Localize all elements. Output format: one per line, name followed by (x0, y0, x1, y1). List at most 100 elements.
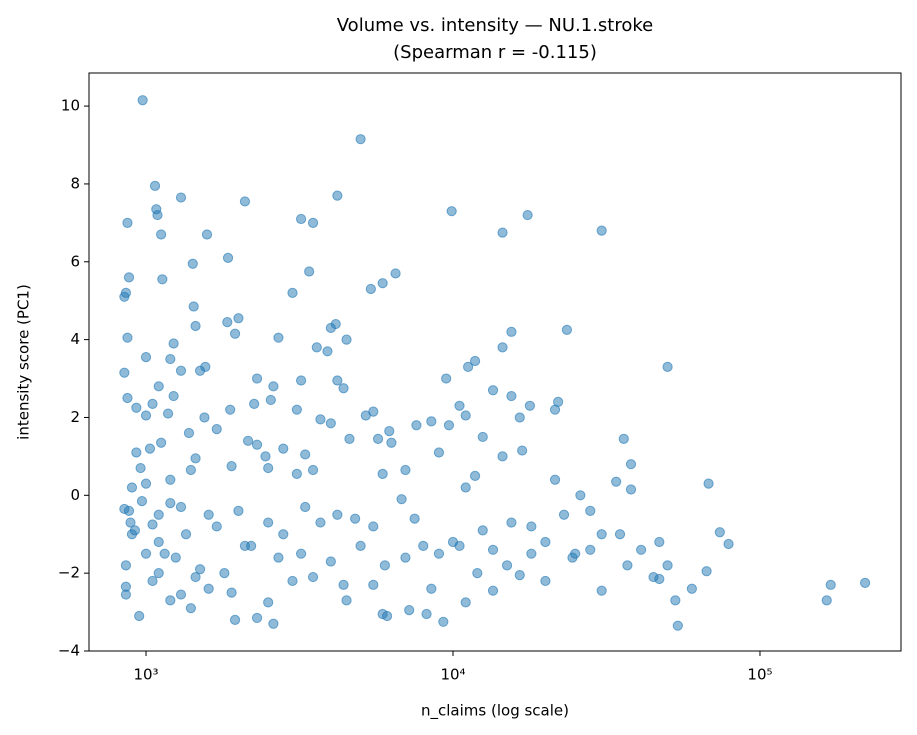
point (265, 394, 276, 406)
point (300, 449, 311, 460)
point (153, 536, 164, 548)
point (433, 447, 445, 458)
point (291, 468, 302, 480)
point (263, 517, 274, 528)
point (622, 560, 633, 571)
point (396, 494, 407, 505)
point (295, 375, 307, 386)
point (506, 390, 517, 402)
point (365, 283, 376, 295)
y-tick-label: 6 (70, 252, 80, 270)
point (122, 217, 133, 228)
point (156, 437, 167, 448)
point (187, 258, 198, 269)
point (514, 570, 525, 581)
point (418, 540, 429, 552)
point (517, 445, 528, 456)
y-tick-label: 10 (61, 97, 80, 115)
point (460, 410, 471, 421)
point (180, 529, 192, 540)
point (332, 375, 343, 386)
point (662, 560, 673, 571)
point (190, 571, 201, 583)
point (147, 575, 158, 587)
point (469, 355, 481, 367)
point (636, 544, 647, 555)
point (426, 416, 437, 427)
point (125, 517, 136, 528)
point (226, 587, 237, 598)
point (368, 406, 379, 417)
point (497, 342, 508, 353)
point (263, 597, 274, 608)
point (156, 229, 167, 240)
point (501, 560, 513, 571)
point (200, 361, 211, 372)
point (325, 418, 336, 429)
point (315, 414, 326, 425)
point (426, 583, 437, 594)
point (400, 552, 411, 563)
point (136, 496, 148, 507)
point (330, 318, 341, 330)
point (287, 287, 298, 299)
point (654, 536, 665, 548)
point (825, 579, 836, 590)
point (409, 513, 420, 524)
point (332, 509, 343, 520)
point (295, 213, 307, 225)
point (338, 579, 349, 590)
point (506, 326, 517, 337)
point (225, 404, 236, 415)
point (226, 461, 237, 472)
chart-subtitle: (Spearman r = -0.115) (393, 42, 597, 63)
point (273, 332, 284, 343)
point (249, 398, 260, 409)
point (611, 476, 622, 487)
point (421, 608, 432, 620)
point (219, 568, 230, 579)
point (268, 618, 279, 629)
point (194, 564, 206, 575)
point (596, 225, 607, 236)
point (355, 540, 366, 552)
point (135, 462, 146, 474)
point (625, 484, 637, 495)
chart-title: Volume vs. intensity — NU.1.stroke (337, 15, 653, 36)
point (411, 420, 422, 431)
point (315, 517, 326, 528)
point (131, 447, 142, 458)
point (322, 346, 333, 357)
point (222, 252, 234, 263)
point (338, 383, 349, 394)
plot-area (119, 95, 871, 631)
y-tick-label: 2 (70, 408, 80, 426)
point (162, 408, 174, 419)
point (400, 464, 411, 476)
point (614, 529, 626, 540)
point (119, 367, 130, 378)
y-tick-label: 8 (70, 174, 80, 192)
point (119, 291, 130, 302)
point (433, 548, 445, 559)
point (229, 328, 241, 339)
point (596, 529, 607, 540)
x-tick-label: 10⁴ (440, 666, 465, 684)
point (188, 301, 199, 312)
point (662, 361, 673, 372)
point (379, 560, 390, 571)
y-axis-label: intensity score (PC1) (15, 284, 33, 440)
point (203, 509, 214, 520)
point (438, 616, 449, 627)
point (654, 573, 665, 585)
point (341, 595, 352, 606)
axes-frame (88, 72, 902, 652)
point (382, 610, 393, 622)
point (377, 278, 388, 289)
point (144, 443, 156, 454)
point (377, 468, 388, 480)
point (251, 373, 263, 384)
point (152, 209, 163, 221)
point (618, 433, 629, 444)
